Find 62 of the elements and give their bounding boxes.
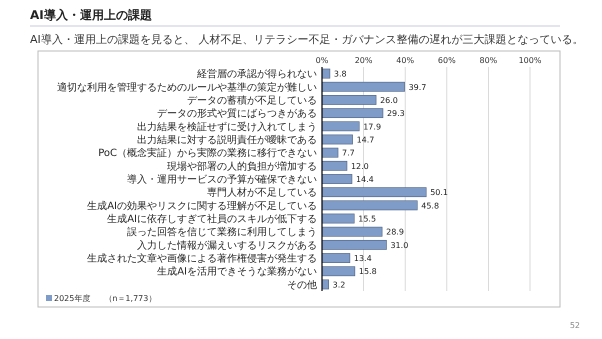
data-label: 17.9 (363, 122, 382, 132)
y-tick-label: PoC（概念実証）から実際の業務に移行できない (98, 147, 317, 160)
legend-label: 2025年度 (54, 294, 90, 303)
bar (322, 134, 353, 144)
bar (322, 253, 350, 263)
bar (322, 82, 405, 92)
y-tick-label: 出力結果に対する説明責任が曖昧である (137, 134, 317, 146)
data-label: 7.7 (342, 148, 355, 158)
bar (322, 108, 384, 118)
bar (322, 266, 356, 276)
bar (322, 68, 330, 78)
bar (322, 226, 382, 237)
data-label: 50.1 (430, 188, 448, 198)
y-tick-label: 生成された文章や画像による著作権侵害が発生する (87, 252, 317, 265)
data-label: 13.4 (354, 254, 372, 264)
x-tick-label: 0% (316, 56, 329, 65)
data-label: 28.9 (386, 228, 404, 237)
data-label: 3.8 (334, 70, 347, 79)
text: 52 (570, 321, 580, 330)
y-tick-label: 生成AIの効果やリスクに関する理解が不足している (87, 200, 317, 212)
y-tick-label: 適切な利用を管理するためのルールや基準の策定が難しい (57, 81, 317, 94)
data-label: 29.3 (386, 109, 405, 118)
bar (322, 214, 355, 224)
x-tick-label: 100% (518, 56, 542, 65)
bar (322, 174, 352, 184)
data-label: 26.0 (380, 96, 398, 105)
bar (322, 187, 427, 198)
text: AI導入・運用上の課題 (30, 8, 152, 22)
bar (322, 240, 387, 250)
bar (322, 280, 329, 290)
y-tick-label: 誤った回答を信じて業務に利用してしまう (127, 226, 317, 238)
bar (322, 200, 418, 210)
data-label: 14.4 (356, 175, 374, 184)
bar (322, 121, 360, 132)
x-tick-label: 40% (396, 56, 414, 65)
data-label: 3.2 (332, 280, 346, 290)
data-label: 15.8 (358, 267, 377, 276)
bar (322, 95, 376, 105)
bar (322, 148, 338, 158)
text: （n＝1,773） (104, 294, 156, 303)
y-tick-label: その他 (287, 278, 317, 291)
y-tick-label: 出力結果を検証せずに受け入れてしまう (137, 120, 317, 133)
y-tick-label: データの形式や質にばらつきがある (157, 108, 317, 120)
data-label: 15.5 (358, 214, 376, 224)
x-tick-label: 60% (438, 56, 456, 65)
y-tick-label: 現場や部署の人的負担が増加する (167, 160, 317, 172)
y-tick-label: データの蓄積が不足している (187, 94, 317, 106)
y-tick-label: 専門人材が不足している (207, 186, 317, 199)
data-label: 39.7 (408, 82, 426, 92)
data-label: 31.0 (390, 240, 408, 250)
y-tick-label: 経営層の承認が得られない (196, 68, 317, 80)
chart-subtitle: AI導入・運用上の課題を見ると、 人材不足、リテラシー不足・ガバナンス整備の遅れが三大課題となっている。 (30, 33, 584, 46)
x-tick-label: 20% (354, 56, 373, 65)
y-tick-label: 導入・運用サービスの予算が確保できない (127, 174, 317, 186)
y-tick-label: 入力した情報が漏えいするリスクがある (137, 239, 317, 252)
bar (322, 160, 348, 171)
data-label: 12.0 (350, 162, 369, 171)
x-tick-label: 80% (480, 56, 498, 65)
y-tick-label: 生成AIに依存しすぎて社員のスキルが低下する (107, 213, 317, 226)
y-tick-label: 生成AIを活用できそうな業務がない (157, 266, 317, 278)
data-label: 45.8 (421, 201, 440, 210)
data-label: 14.7 (356, 135, 374, 144)
